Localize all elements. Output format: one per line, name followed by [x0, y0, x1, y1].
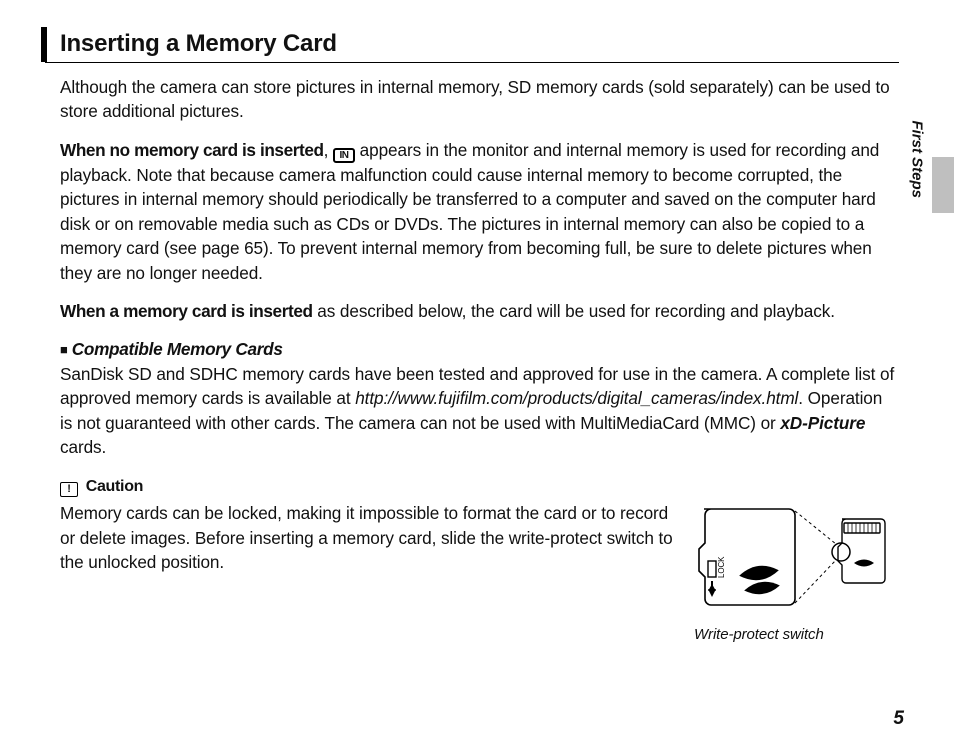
with-card-lead: When a memory card is inserted	[60, 301, 313, 321]
manual-page: Inserting a Memory Card Although the cam…	[0, 0, 954, 755]
sd-card-figure: LOCK	[694, 501, 899, 645]
caution-heading-row: ! Caution	[60, 473, 899, 499]
caution-content-row: Memory cards can be locked, making it im…	[60, 501, 899, 645]
figure-caption: Write-protect switch	[694, 624, 899, 645]
caution-icon: !	[60, 482, 78, 497]
intro-paragraph: Although the camera can store pictures i…	[60, 75, 899, 124]
page-number: 5	[893, 708, 904, 730]
compat-url: http://www.fujifilm.com/products/digital…	[355, 388, 798, 408]
no-card-paragraph: When no memory card is inserted, IN appe…	[60, 138, 899, 285]
side-tab	[932, 157, 954, 213]
no-card-rest: appears in the monitor and internal memo…	[60, 140, 879, 283]
compat-subheading: Compatible Memory Cards	[72, 339, 283, 359]
lock-label: LOCK	[717, 556, 726, 578]
internal-memory-icon: IN	[333, 148, 355, 163]
side-section-label: First Steps	[909, 120, 926, 198]
caution-text: Memory cards can be locked, making it im…	[60, 501, 682, 574]
compat-tail: cards.	[60, 437, 106, 457]
xd-picture-term: xD-Picture	[780, 413, 865, 433]
page-heading: Inserting a Memory Card	[60, 30, 899, 62]
body-content: Although the camera can store pictures i…	[60, 75, 899, 645]
with-card-rest: as described below, the card will be use…	[313, 301, 835, 321]
sd-card-illustration: LOCK	[694, 501, 899, 611]
compat-paragraph: ■Compatible Memory Cards SanDisk SD and …	[60, 337, 899, 459]
no-card-comma: ,	[324, 140, 333, 160]
with-card-paragraph: When a memory card is inserted as descri…	[60, 299, 899, 323]
heading-rule-horizontal	[45, 62, 899, 63]
caution-label: Caution	[86, 478, 143, 495]
bullet-square-icon: ■	[60, 342, 68, 357]
no-card-lead: When no memory card is inserted	[60, 140, 324, 160]
heading-rule-vertical	[41, 27, 47, 62]
